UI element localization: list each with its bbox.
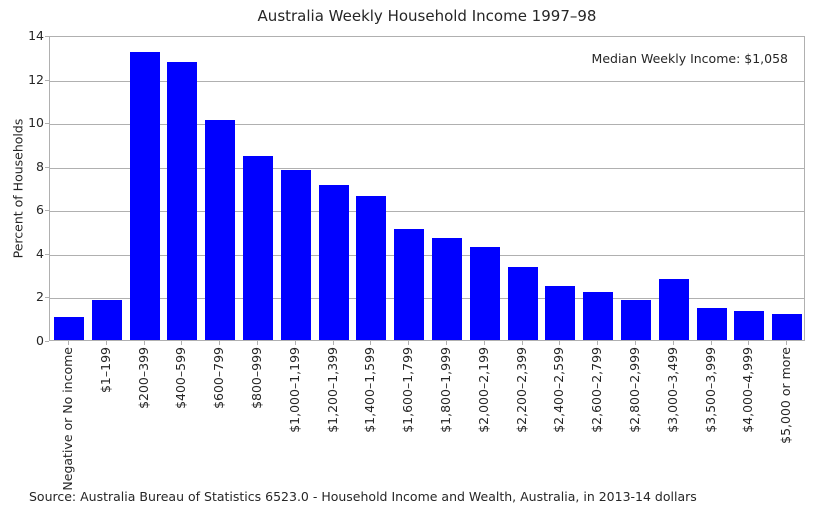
- bar: [167, 62, 198, 340]
- x-tick-label: $1,400–1,599: [362, 347, 378, 433]
- x-tick-label: $4,000–4,999: [740, 347, 756, 433]
- x-tick-label: Negative or No income: [59, 347, 75, 491]
- source-note: Source: Australia Bureau of Statistics 6…: [29, 489, 697, 504]
- bar: [620, 299, 651, 340]
- bar: [280, 170, 311, 340]
- x-tick-label: $2,400–2,599: [551, 347, 567, 433]
- x-tick-mark: [786, 341, 788, 345]
- x-tick-mark: [408, 341, 410, 345]
- y-tick-label: 8: [36, 158, 44, 174]
- bar: [545, 285, 576, 340]
- y-tick-label: 4: [36, 245, 44, 261]
- x-tick-mark: [332, 341, 334, 345]
- x-tick-mark: [181, 341, 183, 345]
- bar: [129, 52, 160, 340]
- x-tick-mark: [294, 341, 296, 345]
- gridline: [50, 298, 804, 300]
- x-tick-label: $1,800–1,999: [437, 347, 453, 433]
- x-tick-label: $2,200–2,399: [513, 347, 529, 433]
- bar: [772, 313, 803, 340]
- x-tick-label: $2,600–2,799: [589, 347, 605, 433]
- bar: [696, 308, 727, 340]
- bar: [583, 292, 614, 340]
- x-tick-mark: [559, 341, 561, 345]
- x-tick-mark: [143, 341, 145, 345]
- gridline: [50, 124, 804, 126]
- y-axis-label: Percent of Households: [10, 118, 26, 259]
- gridline: [50, 80, 804, 82]
- x-tick-mark: [445, 341, 447, 345]
- y-tick-label: 14: [28, 28, 44, 43]
- x-tick-mark: [370, 341, 372, 345]
- x-tick-mark: [67, 341, 69, 345]
- chart-title: Australia Weekly Household Income 1997–9…: [257, 7, 597, 25]
- bar: [91, 299, 122, 340]
- bar: [205, 119, 236, 340]
- x-tick-label: $3,000–3,499: [664, 347, 680, 433]
- bar: [469, 247, 500, 340]
- bar: [734, 310, 765, 340]
- x-tick-label: $400–599: [173, 347, 189, 409]
- x-tick-label: $2,800–2,999: [626, 347, 642, 433]
- bar: [53, 317, 84, 340]
- x-tick-mark: [634, 341, 636, 345]
- x-tick-label: $800–999: [248, 347, 264, 409]
- x-tick-label: $1,600–1,799: [400, 347, 416, 433]
- y-tick-label: 12: [28, 71, 44, 87]
- plot-area: Median Weekly Income: $1,058: [49, 36, 805, 341]
- x-tick-label: $1–199: [97, 347, 113, 394]
- bar: [507, 267, 538, 340]
- bar: [356, 196, 387, 340]
- x-tick-label: $2,000–2,199: [475, 347, 491, 433]
- x-tick-mark: [521, 341, 523, 345]
- x-tick-mark: [105, 341, 107, 345]
- gridline: [50, 254, 804, 256]
- bar: [431, 237, 462, 340]
- x-tick-label: $1,200–1,399: [324, 347, 340, 433]
- y-tick-mark: [45, 79, 49, 81]
- y-tick-mark: [45, 210, 49, 212]
- x-tick-mark: [710, 341, 712, 345]
- gridline: [50, 211, 804, 213]
- gridline: [50, 167, 804, 169]
- x-tick-mark: [219, 341, 221, 345]
- x-tick-mark: [256, 341, 258, 345]
- x-tick-label: $5,000 or more: [778, 347, 794, 444]
- y-tick-label: 2: [36, 289, 44, 305]
- y-tick-label: 10: [28, 115, 44, 131]
- y-tick-mark: [45, 253, 49, 255]
- y-tick-mark: [45, 166, 49, 168]
- y-tick-mark: [45, 36, 49, 37]
- y-tick-label: 0: [36, 333, 44, 348]
- x-tick-mark: [748, 341, 750, 345]
- bar: [242, 155, 273, 340]
- bar: [658, 279, 689, 340]
- x-tick-mark: [483, 341, 485, 345]
- median-income-annotation: Median Weekly Income: $1,058: [591, 51, 788, 66]
- bar: [318, 185, 349, 340]
- x-tick-label: $200–399: [135, 347, 151, 409]
- y-tick-label: 6: [36, 202, 44, 218]
- x-tick-mark: [597, 341, 599, 345]
- x-tick-mark: [672, 341, 674, 345]
- x-tick-label: $600–799: [211, 347, 227, 409]
- x-tick-label: $3,500–3,999: [702, 347, 718, 433]
- y-tick-mark: [45, 341, 49, 342]
- bar: [394, 228, 425, 340]
- y-tick-mark: [45, 297, 49, 299]
- y-tick-mark: [45, 123, 49, 125]
- x-tick-label: $1,000–1,199: [286, 347, 302, 433]
